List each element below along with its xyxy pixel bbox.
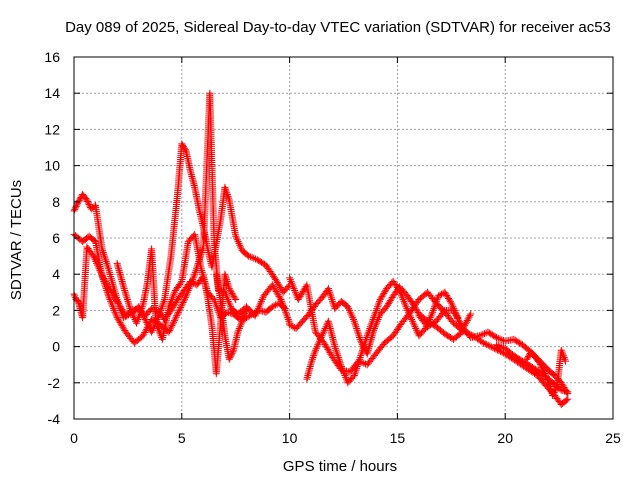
data-point-sat-track-d xyxy=(184,238,192,246)
data-point-sat-track-g xyxy=(419,327,427,335)
data-point-sat-track-f xyxy=(297,319,305,327)
data-point-sat-track-f xyxy=(377,309,385,317)
data-point-sat-track-i xyxy=(551,372,559,380)
data-point-sat-track-d xyxy=(242,306,250,314)
data-point-sat-track-g xyxy=(415,332,423,340)
x-tick-label: 0 xyxy=(70,430,78,446)
data-point-sat-track-g xyxy=(383,285,391,293)
data-point-sat-track-f xyxy=(333,302,341,310)
data-point-sat-track-f xyxy=(296,320,304,328)
data-point-sat-track-a xyxy=(280,287,288,295)
axis-ticks-layer xyxy=(73,56,614,420)
data-point-sat-track-c xyxy=(144,309,152,317)
data-point-sat-track-c xyxy=(141,312,149,320)
data-point-sat-track-g xyxy=(345,377,353,385)
data-point-sat-track-l xyxy=(562,357,570,365)
data-point-sat-track-g xyxy=(346,376,354,384)
data-point-sat-track-f xyxy=(295,322,303,330)
data-point-sat-track-a xyxy=(279,288,287,296)
data-point-sat-track-k xyxy=(564,388,572,396)
data-points-layer xyxy=(70,89,572,409)
data-point-sat-track-h xyxy=(388,333,396,341)
data-point-sat-track-f xyxy=(299,317,307,325)
y-axis-label: SDTVAR / TECUs xyxy=(8,180,25,300)
data-point-sat-track-a xyxy=(283,284,291,292)
data-point-sat-track-c xyxy=(142,310,150,318)
x-tick-label: 25 xyxy=(605,430,621,446)
data-point-sat-track-d xyxy=(205,290,213,298)
data-point-sat-track-e xyxy=(281,305,289,313)
data-point-sat-track-d xyxy=(188,233,196,241)
x-tick-label: 15 xyxy=(390,430,406,446)
data-point-sat-track-f xyxy=(293,323,301,331)
data-point-sat-track-f xyxy=(315,297,323,305)
y-tick-label: -2 xyxy=(48,375,61,391)
data-point-sat-track-f xyxy=(300,316,308,324)
data-point-sat-track-f xyxy=(302,313,310,321)
data-point-sat-track-g xyxy=(418,329,426,337)
x-tick-label: 10 xyxy=(282,430,298,446)
data-point-sat-track-f xyxy=(332,303,340,311)
y-tick-label: -4 xyxy=(48,411,61,427)
data-point-sat-track-g xyxy=(344,379,352,387)
tick-labels-layer: 0 5 10 15 20 25 -4 -2 0 2 4 6 8 10 12 14 16 xyxy=(44,49,621,446)
data-point-sat-track-d xyxy=(206,291,214,299)
x-tick-label: 20 xyxy=(497,430,513,446)
y-tick-label: 0 xyxy=(52,339,60,355)
data-point-sat-track-d xyxy=(208,293,216,301)
data-point-sat-track-f xyxy=(335,300,343,308)
data-point-sat-track-g xyxy=(384,283,392,291)
data-point-sat-track-f xyxy=(314,298,322,306)
data-point-sat-track-f xyxy=(331,305,339,313)
data-point-sat-track-d xyxy=(186,236,194,244)
data-point-sat-track-f xyxy=(379,307,387,315)
data-point-sat-track-i xyxy=(549,370,557,378)
data-point-sat-track-c xyxy=(145,307,153,315)
data-point-sat-track-h xyxy=(467,310,475,318)
data-point-sat-track-j xyxy=(564,395,572,403)
data-point-sat-track-f xyxy=(313,300,321,308)
data-point-sat-track-j xyxy=(562,396,570,404)
x-axis-label: GPS time / hours xyxy=(283,458,397,475)
data-point-sat-track-f xyxy=(301,314,309,322)
y-tick-label: 4 xyxy=(52,266,60,282)
grid-layer xyxy=(74,57,613,419)
data-point-sat-track-a xyxy=(181,146,189,154)
data-point-sat-track-a xyxy=(282,285,290,293)
data-point-sat-track-g xyxy=(385,282,393,290)
x-tick-label: 5 xyxy=(178,430,186,446)
y-tick-label: 8 xyxy=(52,194,60,210)
data-point-sat-track-g xyxy=(348,374,356,382)
data-point-sat-track-d xyxy=(204,288,212,296)
data-point-sat-track-c xyxy=(232,296,240,304)
data-point-sat-track-f xyxy=(380,306,388,314)
chart-title: Day 089 of 2025, Sidereal Day-to-day VTE… xyxy=(65,19,611,36)
data-point-sat-track-f xyxy=(292,325,300,332)
y-tick-label: 14 xyxy=(44,85,60,101)
y-tick-label: 12 xyxy=(44,121,60,137)
data-point-sat-track-c xyxy=(146,306,154,314)
y-tick-label: 6 xyxy=(52,230,60,246)
y-tick-label: 10 xyxy=(44,158,60,174)
data-point-sat-track-d xyxy=(187,235,195,243)
data-point-sat-track-g xyxy=(416,330,424,338)
data-point-sat-track-e xyxy=(280,304,288,312)
y-tick-label: 2 xyxy=(52,302,60,318)
y-tick-label: 16 xyxy=(44,49,60,65)
